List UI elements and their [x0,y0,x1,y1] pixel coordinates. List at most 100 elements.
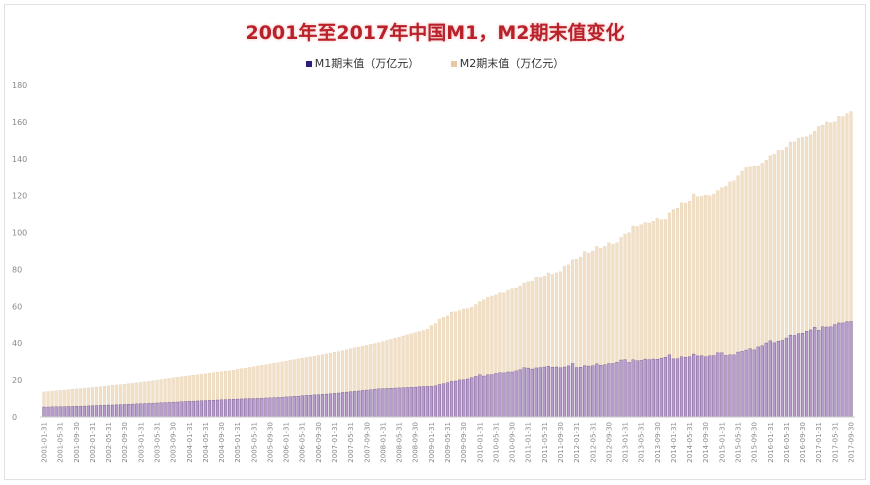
bar-m1 [796,333,801,418]
bar-m1 [776,340,780,418]
bar-m1 [591,365,595,418]
x-tick-label: 2012-09-30 [605,422,613,463]
x-tick-label: 2004-09-30 [218,422,226,463]
bar-m1 [655,359,659,418]
y-tick-label: 20 [12,376,22,385]
y-tick-label: 80 [12,265,22,274]
bar-m1 [312,394,316,418]
bar-m1 [304,395,308,418]
bar-m1 [106,404,111,418]
bar-m1 [248,398,252,418]
bar-m1 [736,351,740,418]
bar-m1 [409,387,413,418]
bar-m1 [546,366,550,418]
x-tick-label: 2013-09-30 [654,422,662,463]
bar-m1 [708,355,712,418]
bar-m1 [159,402,163,418]
bar-m1 [627,362,631,418]
bar-m1 [470,377,474,418]
bar-m1 [619,359,623,418]
bar-m1 [833,324,837,418]
bar-m1 [599,364,603,418]
bar-m1 [393,387,397,418]
bar-m1 [211,400,216,418]
bar-m1 [441,383,446,418]
bar-m1 [280,397,284,418]
legend-label-m2: M2期末值（万亿元） [459,57,565,70]
bar-m1 [50,406,54,418]
x-tick-label: 2015-05-31 [735,422,743,463]
bar-m1 [538,367,542,418]
bar-m1 [506,371,510,418]
bar-m1 [462,379,466,418]
bar-m1 [421,386,425,418]
bar-m1 [704,356,708,418]
x-tick-label: 2005-05-31 [250,422,258,463]
bar-m1 [296,395,300,418]
bar-m1 [772,342,776,418]
bar-m1 [712,355,716,418]
bar-m1 [191,400,195,418]
x-tick-label: 2015-01-31 [718,422,726,463]
x-tick-label: 2002-09-30 [121,422,129,463]
x-tick-label: 2017-05-31 [831,422,839,463]
bar-m1 [466,378,470,418]
bar-m1 [110,404,115,418]
bar-m1 [486,374,490,418]
bar-m1 [575,367,579,418]
bar-m1 [385,388,389,418]
x-tick-label: 2016-01-31 [767,422,775,463]
bar-m1 [595,363,599,418]
bar-m1 [667,354,672,418]
bar-m1 [332,393,337,418]
bar-m1 [223,399,228,418]
bar-m1 [236,398,240,418]
bar-m1 [671,358,676,418]
bar-m1 [413,386,417,418]
bar-m1 [498,372,502,418]
bar-m1 [570,363,575,418]
bar-m1 [478,374,482,418]
bar-m1 [474,376,478,418]
bar-m1 [792,335,797,418]
x-tick-label: 2008-01-31 [379,422,387,463]
bar-m1 [119,404,123,418]
bar-m1 [373,388,377,418]
bar-m1 [647,359,651,418]
bar-m1 [534,367,538,418]
bar-m1 [716,352,720,418]
bar-m1 [457,379,462,418]
bar-m1 [744,349,748,418]
bar-m1 [353,391,357,418]
bar-m1 [453,380,458,418]
bar-m1 [377,388,381,418]
bar-m1 [449,381,454,418]
bar-m1 [623,359,627,418]
x-tick-label: 2006-09-30 [315,422,323,463]
bar-m1 [139,403,143,418]
bar-m1 [663,357,668,418]
bar-m1 [324,393,329,418]
bar-m1 [389,388,393,418]
bar-m1 [183,401,187,418]
chart-title: 2001年至2017年中国M1，M2期末值变化 [245,22,625,44]
y-tick-label: 60 [12,302,22,311]
bar-m1 [46,406,50,418]
x-tick-label: 2009-01-31 [428,422,436,463]
bar-m1 [199,400,203,418]
legend: M1期末值（万亿元） M2期末值（万亿元） [0,55,870,71]
bar-m1 [437,384,442,418]
bar-m1 [300,395,304,418]
x-tick-label: 2006-05-31 [299,422,307,463]
bar-m1 [127,404,131,418]
bar-m1 [272,397,276,418]
x-tick-label: 2002-05-31 [105,422,113,463]
x-tick-label: 2017-01-31 [815,422,823,463]
bar-m1 [82,405,86,418]
x-tick-label: 2003-05-31 [153,422,161,463]
bar-m1 [643,358,647,418]
x-tick-label: 2009-09-30 [460,422,468,463]
x-tick-label: 2014-01-31 [670,422,678,463]
bar-m1 [526,367,530,418]
